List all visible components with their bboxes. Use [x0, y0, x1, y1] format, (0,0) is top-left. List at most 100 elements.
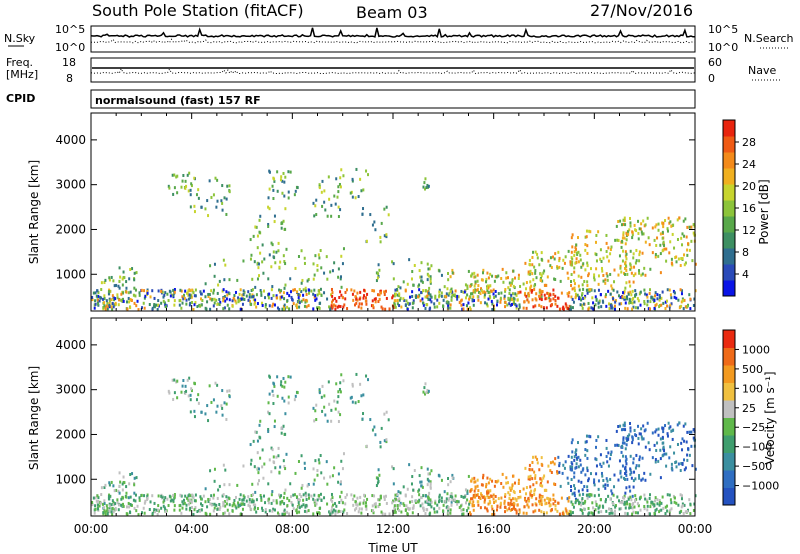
power-echo-cell [634, 272, 637, 276]
nsky-trace [90, 27, 695, 38]
power-echo-cell [447, 293, 450, 297]
velocity-echo-cell [254, 490, 257, 494]
velocity-echo-cell [313, 478, 316, 482]
power-echo-cell [205, 307, 208, 311]
power-echo-cell [100, 296, 103, 300]
velocity-echo-cell [477, 489, 480, 493]
velocity-echo-cell [383, 498, 386, 502]
power-echo-cell [267, 222, 270, 226]
power-echo-cell [412, 283, 415, 287]
power-echo-cell [673, 246, 676, 250]
velocity-echo-cell [471, 477, 474, 481]
velocity-echo-cell [258, 479, 261, 483]
velocity-echo-cell [419, 480, 422, 484]
power-echo-cell [222, 307, 225, 311]
power-echo-cell [112, 296, 115, 300]
velocity-echo-cell [272, 455, 275, 459]
velocity-echo-cell [680, 509, 683, 513]
power-echo-cell [554, 252, 557, 256]
power-echo-cell [641, 232, 644, 236]
power-echo-cell [557, 250, 560, 254]
velocity-echo-cell [488, 499, 491, 503]
cpid-text: normalsound (fast) 157 RF [95, 94, 261, 107]
velocity-echo-cell [573, 458, 576, 462]
power-echo-cell [457, 295, 460, 299]
power-echo-cell [661, 290, 664, 294]
freq-unit: [MHz] [6, 68, 38, 81]
power-echo-cell [535, 298, 538, 302]
power-echo-cell [488, 284, 491, 288]
power-echo-cell [672, 223, 675, 227]
velocity-echo-cell [531, 494, 534, 498]
power-echo-cell [669, 293, 672, 297]
power-echo-cell [110, 305, 113, 309]
power-echo-cell [466, 307, 469, 311]
velocity-echo-cell [666, 504, 669, 508]
velocity-echo-cell [622, 496, 625, 500]
power-echo-cell [493, 307, 496, 311]
velocity-echo-cell [575, 499, 578, 503]
velocity-echo-cell [330, 408, 333, 412]
power-echo-cell [467, 301, 470, 305]
power-echo-cell [207, 292, 210, 296]
velocity-echo-cell [683, 458, 686, 462]
velocity-echo-cell [617, 499, 620, 503]
velocity-echo-cell [651, 456, 654, 460]
power-echo-cell [108, 297, 111, 301]
velocity-echo-cell [215, 503, 218, 507]
velocity-echo-cell [363, 499, 366, 503]
power-echo-cell [108, 302, 111, 306]
power-echo-cell [258, 218, 261, 222]
power-echo-cell [261, 243, 264, 247]
velocity-echo-cell [297, 501, 300, 505]
velocity-echo-cell [574, 501, 577, 505]
power-echo-cell [624, 272, 627, 276]
velocity-echo-cell [434, 499, 437, 503]
velocity-echo-cell [632, 457, 635, 461]
velocity-echo-cell [473, 480, 476, 484]
velocity-echo-cell [110, 480, 113, 484]
power-echo-cell [314, 294, 317, 298]
velocity-echo-cell [469, 512, 472, 516]
power-echo-cell [467, 269, 470, 273]
velocity-echo-cell [270, 493, 273, 497]
power-echo-cell [354, 303, 357, 307]
velocity-echo-cell [242, 497, 245, 501]
velocity-echo-cell [194, 493, 197, 497]
velocity-echo-cell [191, 493, 194, 497]
power-echo-cell [305, 298, 308, 302]
power-echo-cell [129, 306, 132, 310]
velocity-echo-cell [375, 484, 378, 488]
velocity-echo-cell [528, 467, 531, 471]
velocity-echo-cell [153, 508, 156, 512]
velocity-echo-cell [193, 508, 196, 512]
power-echo-cell [489, 296, 492, 300]
power-echo-cell [164, 305, 167, 309]
power-echo-cell [97, 294, 100, 298]
velocity-echo-cell [138, 496, 141, 500]
power-echo-cell [228, 190, 231, 194]
velocity-echo-cell [394, 508, 397, 512]
velocity-echo-cell [339, 482, 342, 486]
velocity-echo-cell [690, 444, 693, 448]
velocity-echo-cell [480, 492, 483, 496]
power-echo-cell [267, 296, 270, 300]
power-echo-cell [325, 255, 328, 259]
velocity-echo-cell [659, 437, 662, 441]
velocity-echo-cell [529, 485, 532, 489]
colorbar-swatch [723, 264, 735, 281]
velocity-echo-cell [626, 435, 629, 439]
velocity-echo-cell [446, 492, 449, 496]
power-echo-cell [188, 171, 191, 175]
velocity-echo-cell [474, 480, 477, 484]
velocity-echo-cell [94, 496, 97, 500]
velocity-echo-cell [411, 511, 414, 515]
velocity-echo-cell [300, 454, 303, 458]
power-echo-cell [569, 260, 572, 264]
power-echo-cell [469, 307, 472, 311]
velocity-echo-cell [661, 441, 664, 445]
colorbar-swatch [723, 232, 735, 249]
velocity-echo-cell [242, 464, 245, 468]
velocity-echo-cell [276, 375, 279, 379]
power-echo-cell [664, 219, 667, 223]
